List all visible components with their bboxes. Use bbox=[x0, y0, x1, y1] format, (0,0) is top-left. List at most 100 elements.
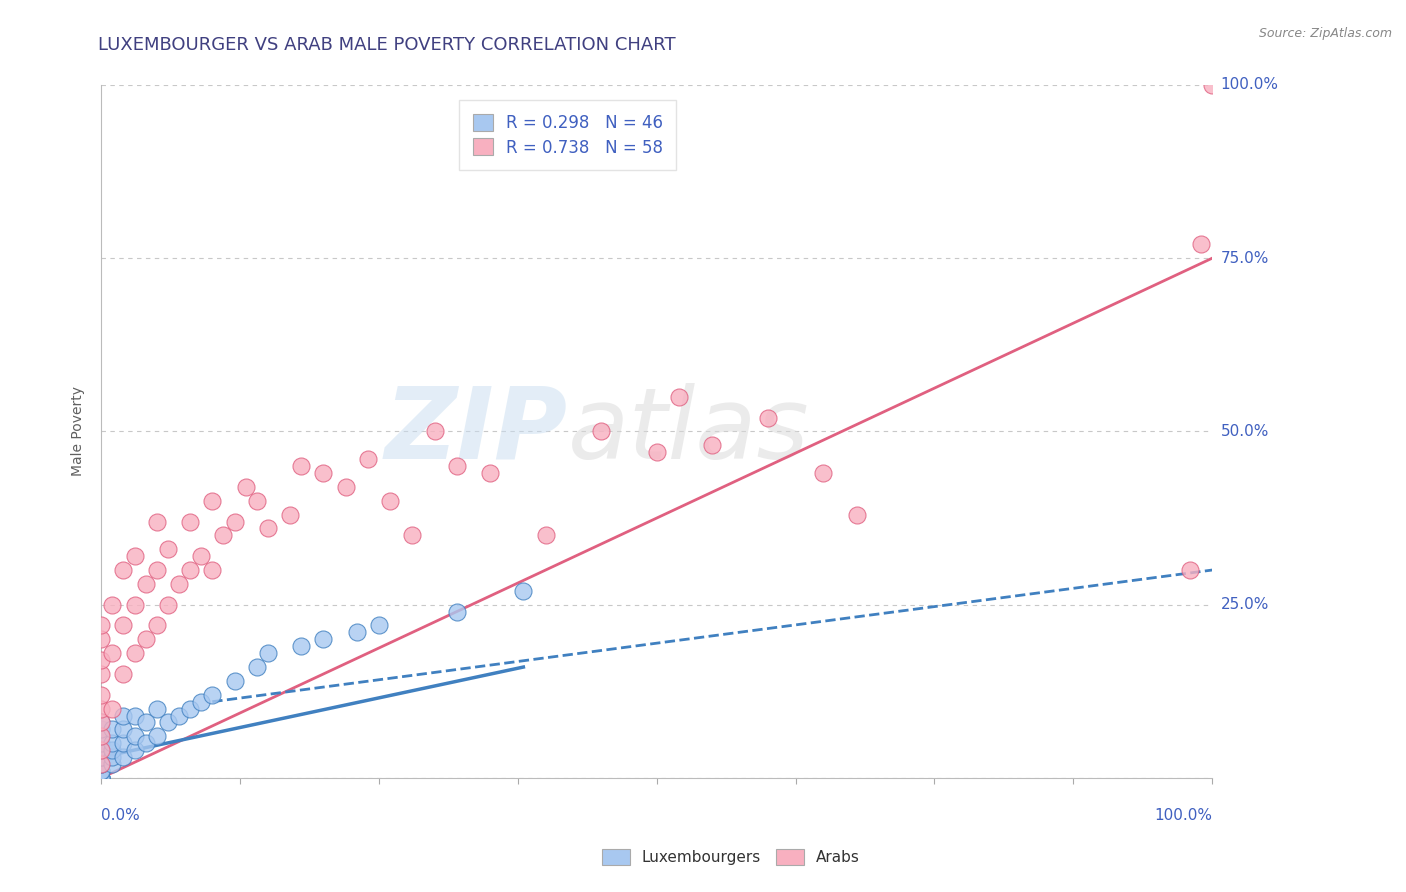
Point bbox=[90, 701, 112, 715]
Point bbox=[645, 445, 668, 459]
Point bbox=[90, 729, 112, 743]
Point bbox=[235, 480, 257, 494]
Point bbox=[446, 459, 468, 474]
Point bbox=[135, 736, 157, 750]
Point bbox=[90, 757, 112, 772]
Text: 75.0%: 75.0% bbox=[1220, 251, 1268, 266]
Point bbox=[101, 701, 124, 715]
Text: 100.0%: 100.0% bbox=[1220, 78, 1278, 93]
Point bbox=[90, 715, 112, 730]
Point bbox=[479, 466, 502, 480]
Point bbox=[101, 646, 124, 660]
Point bbox=[90, 771, 112, 785]
Point bbox=[90, 653, 112, 667]
Point bbox=[423, 425, 446, 439]
Point bbox=[124, 729, 146, 743]
Point bbox=[135, 715, 157, 730]
Text: ZIP: ZIP bbox=[385, 383, 568, 480]
Point bbox=[90, 771, 112, 785]
Point bbox=[401, 528, 423, 542]
Point bbox=[124, 598, 146, 612]
Point bbox=[145, 618, 167, 632]
Point bbox=[101, 598, 124, 612]
Point bbox=[167, 577, 190, 591]
Point bbox=[90, 729, 112, 743]
Point bbox=[312, 466, 335, 480]
Text: Source: ZipAtlas.com: Source: ZipAtlas.com bbox=[1258, 27, 1392, 40]
Point bbox=[591, 425, 613, 439]
Point bbox=[90, 723, 112, 737]
Point bbox=[224, 673, 246, 688]
Point bbox=[278, 508, 301, 522]
Point bbox=[212, 528, 235, 542]
Point bbox=[156, 542, 179, 557]
Point bbox=[179, 701, 201, 715]
Point bbox=[90, 715, 112, 730]
Point bbox=[1201, 78, 1223, 92]
Point bbox=[201, 493, 224, 508]
Point bbox=[90, 743, 112, 757]
Point bbox=[90, 743, 112, 757]
Point bbox=[312, 632, 335, 647]
Point bbox=[813, 466, 835, 480]
Point bbox=[112, 667, 135, 681]
Point bbox=[112, 736, 135, 750]
Point bbox=[90, 688, 112, 702]
Text: atlas: atlas bbox=[568, 383, 810, 480]
Point bbox=[290, 459, 312, 474]
Point bbox=[90, 750, 112, 764]
Point bbox=[378, 493, 401, 508]
Text: 50.0%: 50.0% bbox=[1220, 424, 1268, 439]
Point bbox=[368, 618, 391, 632]
Point bbox=[112, 563, 135, 577]
Point bbox=[145, 701, 167, 715]
Point bbox=[190, 695, 212, 709]
Point bbox=[135, 632, 157, 647]
Point bbox=[1178, 563, 1201, 577]
Point bbox=[257, 646, 280, 660]
Text: 25.0%: 25.0% bbox=[1220, 597, 1268, 612]
Point bbox=[101, 743, 124, 757]
Point bbox=[101, 750, 124, 764]
Point bbox=[101, 736, 124, 750]
Legend: R = 0.298   N = 46, R = 0.738   N = 58: R = 0.298 N = 46, R = 0.738 N = 58 bbox=[460, 100, 676, 169]
Point bbox=[257, 521, 280, 535]
Point bbox=[101, 757, 124, 772]
Point bbox=[90, 736, 112, 750]
Point bbox=[124, 549, 146, 564]
Point bbox=[167, 708, 190, 723]
Point bbox=[156, 598, 179, 612]
Point bbox=[90, 750, 112, 764]
Point bbox=[346, 625, 368, 640]
Point bbox=[246, 493, 269, 508]
Point bbox=[90, 771, 112, 785]
Point bbox=[357, 452, 380, 467]
Point bbox=[112, 750, 135, 764]
Point bbox=[1189, 237, 1212, 252]
Point bbox=[702, 438, 724, 452]
Point bbox=[845, 508, 868, 522]
Text: 0.0%: 0.0% bbox=[101, 808, 141, 823]
Point bbox=[201, 563, 224, 577]
Point bbox=[335, 480, 357, 494]
Point bbox=[90, 757, 112, 772]
Point bbox=[156, 715, 179, 730]
Point bbox=[201, 688, 224, 702]
Point bbox=[90, 764, 112, 778]
Point bbox=[145, 563, 167, 577]
Point bbox=[190, 549, 212, 564]
Point bbox=[90, 618, 112, 632]
Point bbox=[246, 660, 269, 674]
Legend: Luxembourgers, Arabs: Luxembourgers, Arabs bbox=[596, 843, 866, 871]
Point bbox=[124, 743, 146, 757]
Point bbox=[112, 708, 135, 723]
Point bbox=[90, 667, 112, 681]
Point bbox=[534, 528, 557, 542]
Point bbox=[756, 410, 779, 425]
Point bbox=[90, 764, 112, 778]
Y-axis label: Male Poverty: Male Poverty bbox=[72, 386, 86, 476]
Point bbox=[124, 646, 146, 660]
Point bbox=[90, 632, 112, 647]
Point bbox=[512, 583, 534, 598]
Text: LUXEMBOURGER VS ARAB MALE POVERTY CORRELATION CHART: LUXEMBOURGER VS ARAB MALE POVERTY CORREL… bbox=[98, 36, 676, 54]
